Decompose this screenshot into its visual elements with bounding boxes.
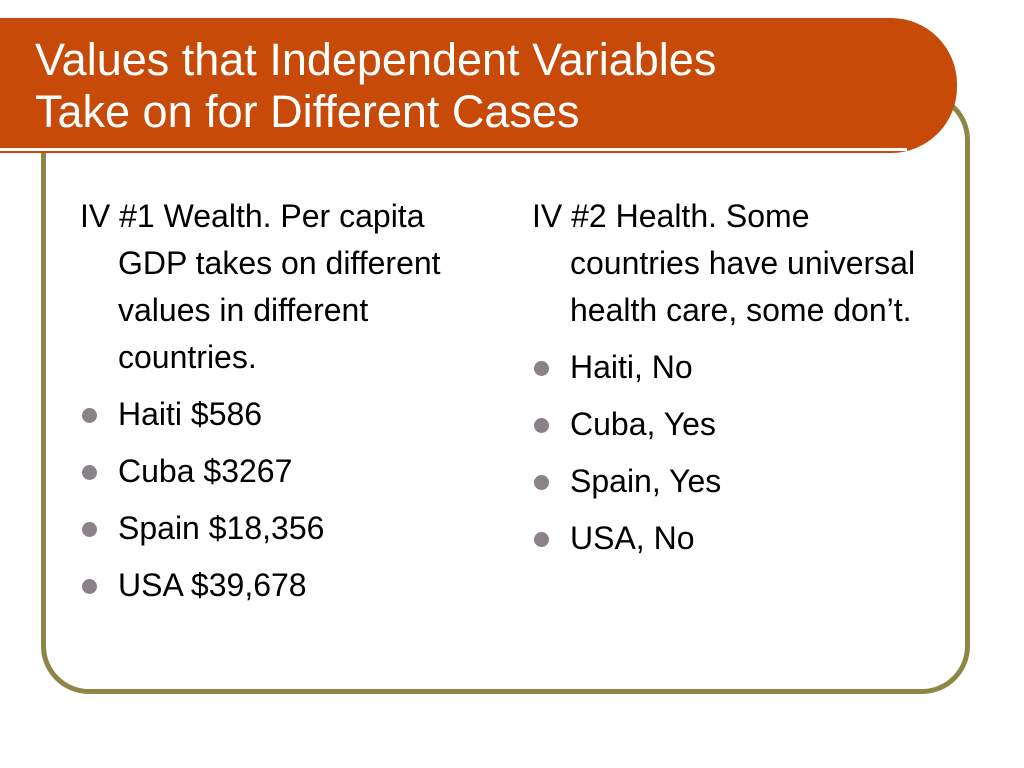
bullet-icon — [82, 465, 97, 480]
bullet-icon — [534, 418, 549, 433]
right-column: IV #2 Health. Some countries have univer… — [532, 193, 942, 572]
bullet-icon — [82, 408, 97, 423]
list-item-label: Spain, Yes — [570, 463, 722, 499]
title-line-2: Take on for Different Cases — [35, 86, 580, 137]
list-item-label: Cuba $3267 — [118, 453, 293, 489]
bullet-icon — [534, 361, 549, 376]
bullet-icon — [534, 532, 549, 547]
left-bullet-list: Haiti $586 Cuba $3267 Spain $18,356 USA … — [80, 391, 500, 609]
title-line-1: Values that Independent Variables — [35, 34, 717, 85]
list-item: Cuba, Yes — [532, 401, 942, 448]
list-item: Haiti, No — [532, 344, 942, 391]
list-item-label: USA $39,678 — [118, 567, 307, 603]
list-item-label: Haiti, No — [570, 349, 693, 385]
bullet-icon — [82, 579, 97, 594]
title-underline — [0, 148, 907, 151]
list-item: Cuba $3267 — [80, 448, 500, 495]
bullet-icon — [82, 522, 97, 537]
list-item: Spain, Yes — [532, 458, 942, 505]
list-item: Haiti $586 — [80, 391, 500, 438]
list-item: USA, No — [532, 515, 942, 562]
slide-title: Values that Independent Variables Take o… — [35, 34, 925, 138]
list-item-label: USA, No — [570, 520, 695, 556]
right-column-intro: IV #2 Health. Some countries have univer… — [532, 198, 916, 328]
list-item-label: Spain $18,356 — [118, 510, 325, 546]
left-column-intro: IV #1 Wealth. Per capita GDP takes on di… — [80, 198, 441, 375]
title-bar: Values that Independent Variables Take o… — [0, 18, 957, 153]
bullet-icon — [534, 475, 549, 490]
list-item: USA $39,678 — [80, 562, 500, 609]
content-frame — [41, 92, 970, 694]
list-item: Spain $18,356 — [80, 505, 500, 552]
list-item-label: Haiti $586 — [118, 396, 263, 432]
list-item-label: Cuba, Yes — [570, 406, 716, 442]
left-column: IV #1 Wealth. Per capita GDP takes on di… — [80, 193, 500, 619]
right-bullet-list: Haiti, No Cuba, Yes Spain, Yes USA, No — [532, 344, 942, 562]
